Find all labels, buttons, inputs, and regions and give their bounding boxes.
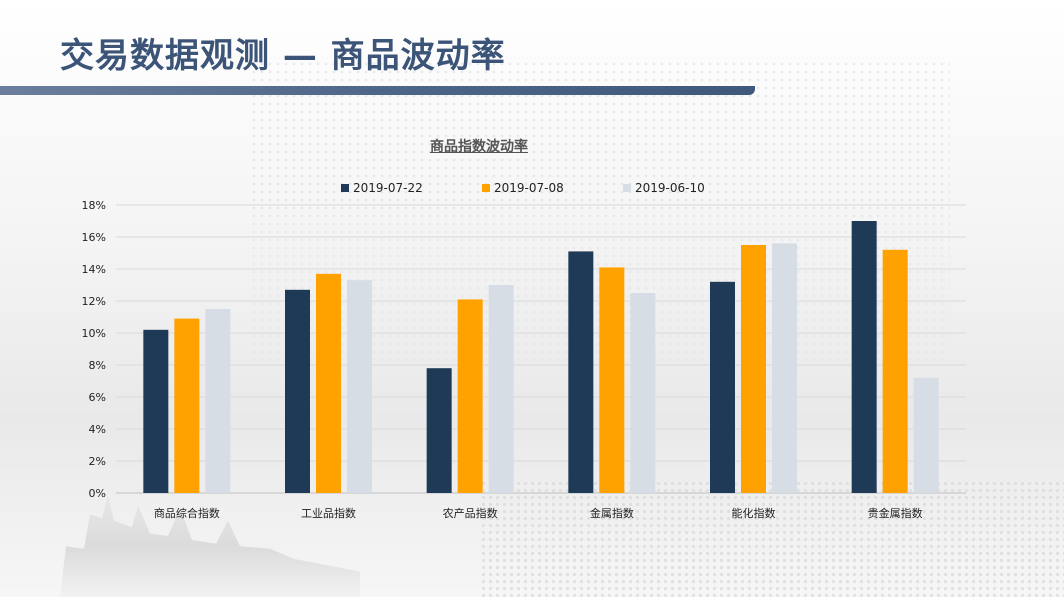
bar bbox=[316, 273, 341, 493]
bar bbox=[285, 289, 310, 493]
bar bbox=[630, 293, 656, 493]
legend-label-series-1: 2019-07-22 bbox=[353, 181, 423, 195]
bar bbox=[882, 249, 908, 493]
x-category-label: 金属指数 bbox=[590, 506, 634, 520]
bar bbox=[568, 251, 594, 493]
bar bbox=[710, 281, 735, 493]
y-tick-label: 2% bbox=[89, 455, 106, 468]
bar bbox=[143, 329, 169, 493]
page-title: 交易数据观测 — 商品波动率 bbox=[60, 36, 506, 76]
y-tick-label: 12% bbox=[82, 295, 106, 308]
legend-swatch-series-1 bbox=[341, 184, 349, 192]
background-dot-pattern bbox=[480, 480, 1064, 597]
legend-item-series-1: 2019-07-22 bbox=[341, 181, 423, 195]
bar bbox=[205, 309, 231, 493]
bar bbox=[174, 318, 200, 493]
y-tick-label: 10% bbox=[82, 327, 106, 340]
bar bbox=[347, 280, 372, 493]
chart-title: 商品指数波动率 bbox=[430, 139, 528, 155]
x-category-label: 商品综合指数 bbox=[154, 506, 220, 520]
y-tick-label: 0% bbox=[89, 487, 106, 500]
y-tick-label: 4% bbox=[89, 423, 106, 436]
bar bbox=[851, 221, 877, 493]
legend-label-series-2: 2019-07-08 bbox=[494, 181, 564, 195]
x-category-label: 农产品指数 bbox=[443, 506, 498, 520]
bar bbox=[488, 285, 514, 493]
chart-legend: 2019-07-22 2019-07-08 2019-06-10 bbox=[0, 181, 1064, 197]
legend-item-series-3: 2019-06-10 bbox=[623, 181, 705, 195]
legend-swatch-series-3 bbox=[623, 184, 631, 192]
legend-swatch-series-2 bbox=[482, 184, 490, 192]
y-tick-label: 18% bbox=[82, 199, 106, 212]
bar bbox=[599, 267, 625, 493]
x-category-label: 能化指数 bbox=[732, 506, 776, 520]
bar bbox=[426, 368, 452, 493]
y-tick-label: 16% bbox=[82, 231, 106, 244]
x-category-label: 工业品指数 bbox=[301, 506, 356, 520]
x-category-label: 贵金属指数 bbox=[868, 506, 923, 520]
bar bbox=[913, 377, 939, 493]
bar bbox=[457, 299, 483, 493]
legend-label-series-3: 2019-06-10 bbox=[635, 181, 705, 195]
legend-item-series-2: 2019-07-08 bbox=[482, 181, 564, 195]
y-tick-label: 8% bbox=[89, 359, 106, 372]
y-tick-label: 6% bbox=[89, 391, 106, 404]
bar bbox=[741, 245, 766, 493]
bar bbox=[772, 243, 797, 493]
title-underline-bar bbox=[0, 86, 755, 95]
y-tick-label: 14% bbox=[82, 263, 106, 276]
